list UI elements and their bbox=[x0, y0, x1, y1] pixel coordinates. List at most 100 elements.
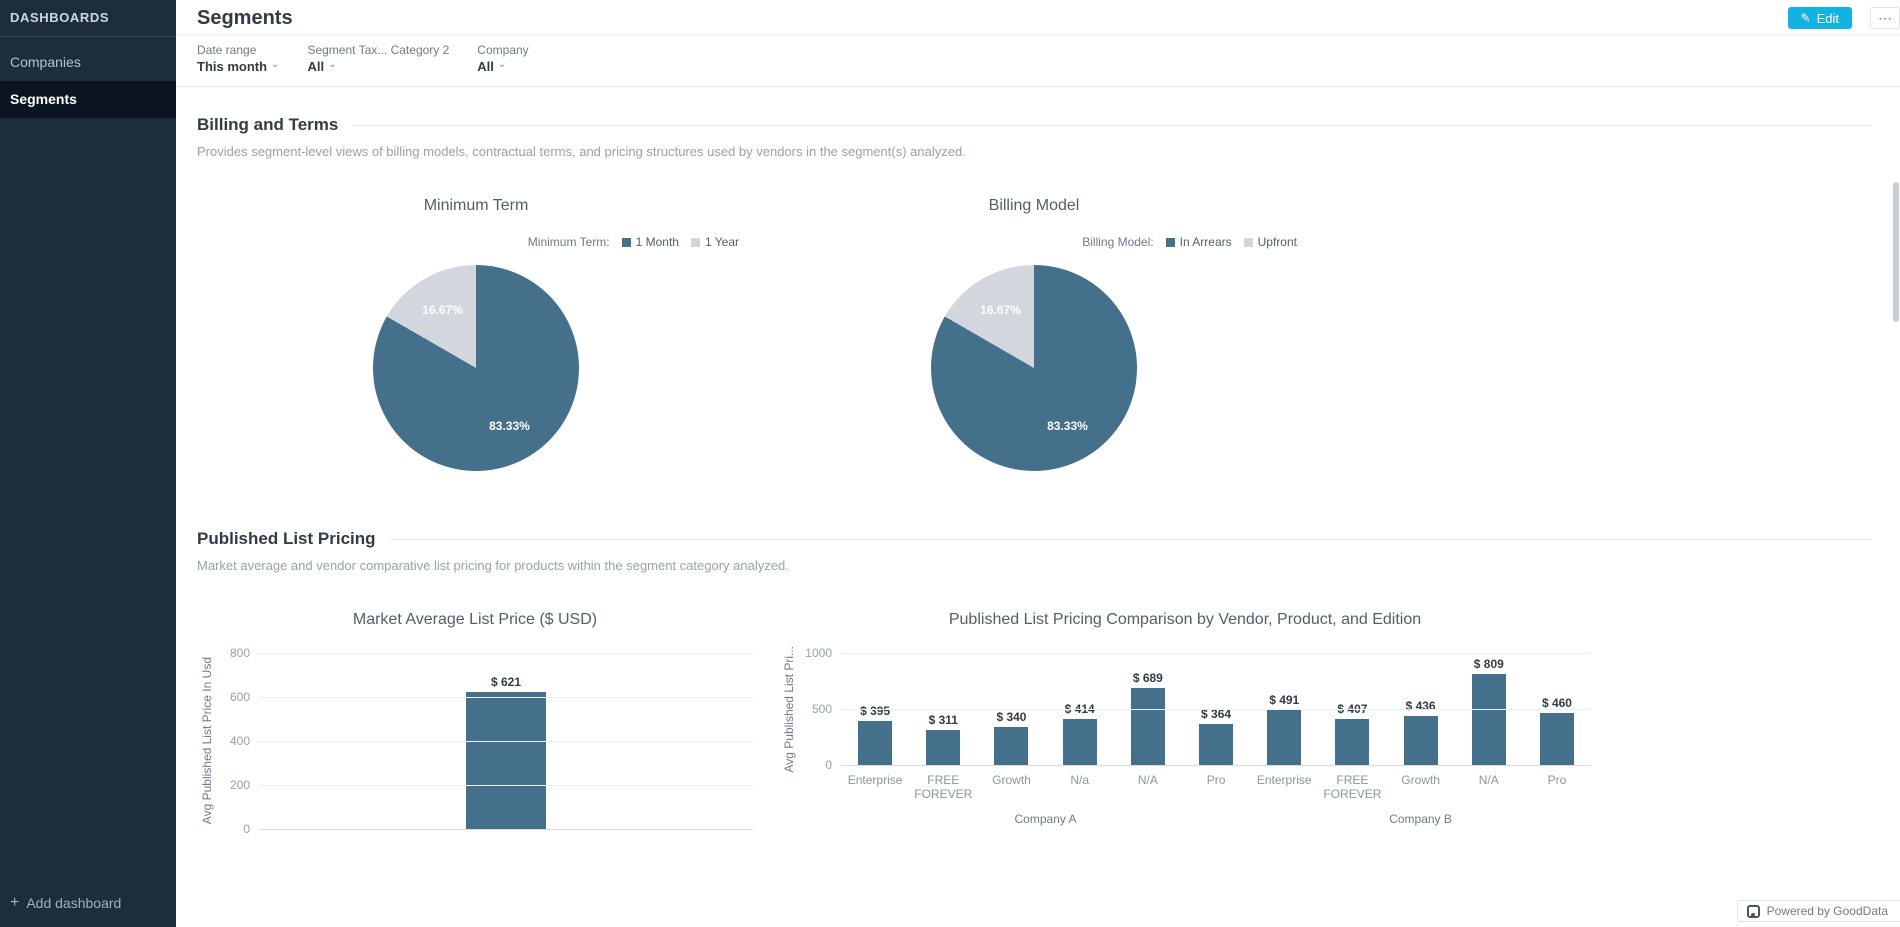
legend-title: Billing Model: bbox=[1082, 235, 1154, 249]
bar-value-label: $ 491 bbox=[1269, 693, 1300, 708]
bar-column: $ 436 bbox=[1387, 699, 1455, 765]
filter-date-range: Date range This month ⌄ bbox=[197, 43, 279, 74]
filter-value-text: All bbox=[307, 59, 325, 74]
chart-market-average-list-price: Market Average List Price ($ USD) Avg Pu… bbox=[197, 611, 753, 847]
x-axis-label: Enterprise bbox=[1256, 773, 1312, 787]
more-button[interactable]: ⋯ bbox=[1870, 7, 1900, 29]
y-axis: 0 200 400 600 800 bbox=[217, 646, 259, 836]
sidebar-item-companies[interactable]: Companies bbox=[10, 54, 81, 70]
section-header: Published List Pricing bbox=[197, 529, 1872, 549]
pie-chart-minimum-term[interactable]: 83.33% 16.67% bbox=[373, 265, 579, 471]
y-axis-title: Avg Published List Pri... bbox=[782, 645, 796, 773]
legend-label: 1 Year bbox=[704, 235, 739, 249]
plus-icon: + bbox=[10, 894, 20, 911]
legend-label: 1 Month bbox=[635, 235, 679, 249]
pie-value-label: 16.67% bbox=[980, 303, 1021, 318]
plot-area: $ 621 bbox=[259, 653, 753, 847]
filter-company: Company All ⌄ bbox=[477, 43, 528, 74]
bar-value-label: $ 414 bbox=[1064, 701, 1095, 716]
gridline bbox=[259, 741, 753, 742]
page-title: Segments bbox=[197, 7, 293, 29]
bar[interactable] bbox=[1267, 710, 1302, 765]
x-axis-label: N/A bbox=[1478, 773, 1499, 787]
bar[interactable] bbox=[1130, 687, 1165, 765]
bar-value-label: $ 395 bbox=[860, 703, 891, 718]
gridline bbox=[259, 653, 753, 654]
x-axis-label: Pro bbox=[1547, 773, 1567, 787]
legend-item[interactable]: In Arrears bbox=[1165, 235, 1232, 249]
bar[interactable] bbox=[858, 720, 893, 765]
bar-column: $ 364 bbox=[1182, 707, 1250, 765]
bar[interactable] bbox=[994, 726, 1029, 765]
pie-wrap: 83.33% 16.67% bbox=[197, 265, 755, 471]
chart-title: Published List Pricing Comparison by Ven… bbox=[948, 611, 1422, 628]
chart-title: Billing Model bbox=[988, 197, 1080, 214]
legend-item[interactable]: 1 Month bbox=[621, 235, 679, 249]
pie-chart-billing-model[interactable]: 83.33% 16.67% bbox=[931, 265, 1137, 471]
filter-label: Date range bbox=[197, 43, 257, 57]
bar-column: $ 311 bbox=[909, 713, 977, 765]
bar-chart: Avg Published List Pri... 0 500 1000 $ 395… bbox=[779, 646, 1591, 826]
filter-segment-taxonomy-dropdown[interactable]: All ⌄ bbox=[307, 59, 449, 74]
x-axis-group-label: Company B bbox=[1389, 811, 1452, 826]
powered-by-badge[interactable]: Powered by GoodData bbox=[1736, 900, 1900, 922]
sidebar-nav: Companies Segments bbox=[0, 37, 176, 118]
chart-legend: Minimum Term: 1 Month 1 Year bbox=[197, 235, 755, 249]
plot: $ 395 $ 311 $ 340 $ 414 $ 689 $ 364 $ 491 $ 407… bbox=[841, 653, 1591, 766]
bar[interactable] bbox=[1539, 713, 1574, 765]
bar-column: $ 395 bbox=[841, 704, 909, 765]
bar-value-label: $ 621 bbox=[490, 675, 522, 690]
bar-column: $ 407 bbox=[1318, 702, 1386, 765]
y-tick-label: 800 bbox=[229, 646, 250, 660]
bar[interactable] bbox=[1403, 716, 1438, 765]
add-dashboard-button[interactable]: + Add dashboard bbox=[0, 881, 176, 927]
section-title: Billing and Terms bbox=[197, 115, 339, 134]
pie-value-label: 16.67% bbox=[422, 303, 463, 318]
y-axis-title-wrap: Avg Published List Pri... bbox=[779, 646, 799, 773]
filter-value-text: All bbox=[477, 59, 494, 74]
bar[interactable] bbox=[926, 730, 961, 765]
chart-minimum-term: Minimum Term Minimum Term: 1 Month 1 Yea… bbox=[197, 197, 755, 471]
bar-column: $ 809 bbox=[1455, 657, 1523, 765]
bars: $ 621 bbox=[259, 653, 753, 829]
gridline bbox=[259, 785, 753, 786]
section-published-list-pricing: Published List Pricing Market average an… bbox=[197, 529, 1872, 847]
bar[interactable] bbox=[1335, 719, 1370, 765]
legend-item[interactable]: Upfront bbox=[1243, 235, 1297, 249]
chevron-down-icon: ⌄ bbox=[271, 59, 280, 70]
bar-column: $ 491 bbox=[1250, 693, 1318, 765]
y-tick-label: 0 bbox=[243, 822, 250, 836]
legend-label: In Arrears bbox=[1179, 235, 1232, 249]
bar-value-label: $ 436 bbox=[1405, 699, 1436, 714]
sidebar: DASHBOARDS Companies Segments + Add dash… bbox=[0, 0, 176, 927]
gridline bbox=[841, 709, 1591, 710]
bar[interactable] bbox=[466, 692, 546, 829]
legend-title: Minimum Term: bbox=[527, 235, 610, 249]
bar-value-label: $ 689 bbox=[1132, 670, 1163, 685]
main-area: Segments ✎ Edit ⋯ Date range This month … bbox=[176, 0, 1900, 927]
bar-value-label: $ 460 bbox=[1541, 696, 1572, 711]
bar[interactable] bbox=[1062, 718, 1097, 765]
sidebar-title: DASHBOARDS bbox=[0, 0, 176, 37]
bars: $ 395 $ 311 $ 340 $ 414 $ 689 $ 364 $ 491 $ 407… bbox=[841, 653, 1591, 765]
bar[interactable] bbox=[1199, 724, 1234, 765]
bar-column: $ 414 bbox=[1046, 702, 1114, 765]
filter-date-range-dropdown[interactable]: This month ⌄ bbox=[197, 59, 279, 74]
filter-company-dropdown[interactable]: All ⌄ bbox=[477, 59, 528, 74]
edit-button[interactable]: ✎ Edit bbox=[1787, 7, 1852, 29]
chart-title: Minimum Term bbox=[423, 197, 529, 214]
chart-list-pricing-comparison: Published List Pricing Comparison by Ven… bbox=[779, 611, 1591, 847]
gridline bbox=[841, 765, 1591, 766]
bar[interactable] bbox=[1471, 674, 1506, 765]
x-axis-group-label: Company A bbox=[1014, 811, 1077, 826]
filter-value-text: This month bbox=[197, 59, 268, 74]
bar-column: $ 621 bbox=[259, 675, 753, 829]
x-axis-label: FREE FOREVER bbox=[914, 773, 973, 802]
scrollbar-thumb[interactable] bbox=[1893, 182, 1899, 322]
sidebar-item-segments[interactable]: Segments bbox=[0, 81, 176, 118]
legend-item[interactable]: 1 Year bbox=[690, 235, 739, 249]
topbar: Segments ✎ Edit ⋯ bbox=[176, 0, 1900, 35]
bar-value-label: $ 364 bbox=[1201, 707, 1232, 722]
edit-button-label: Edit bbox=[1816, 10, 1839, 26]
section-header: Billing and Terms bbox=[197, 115, 1872, 135]
